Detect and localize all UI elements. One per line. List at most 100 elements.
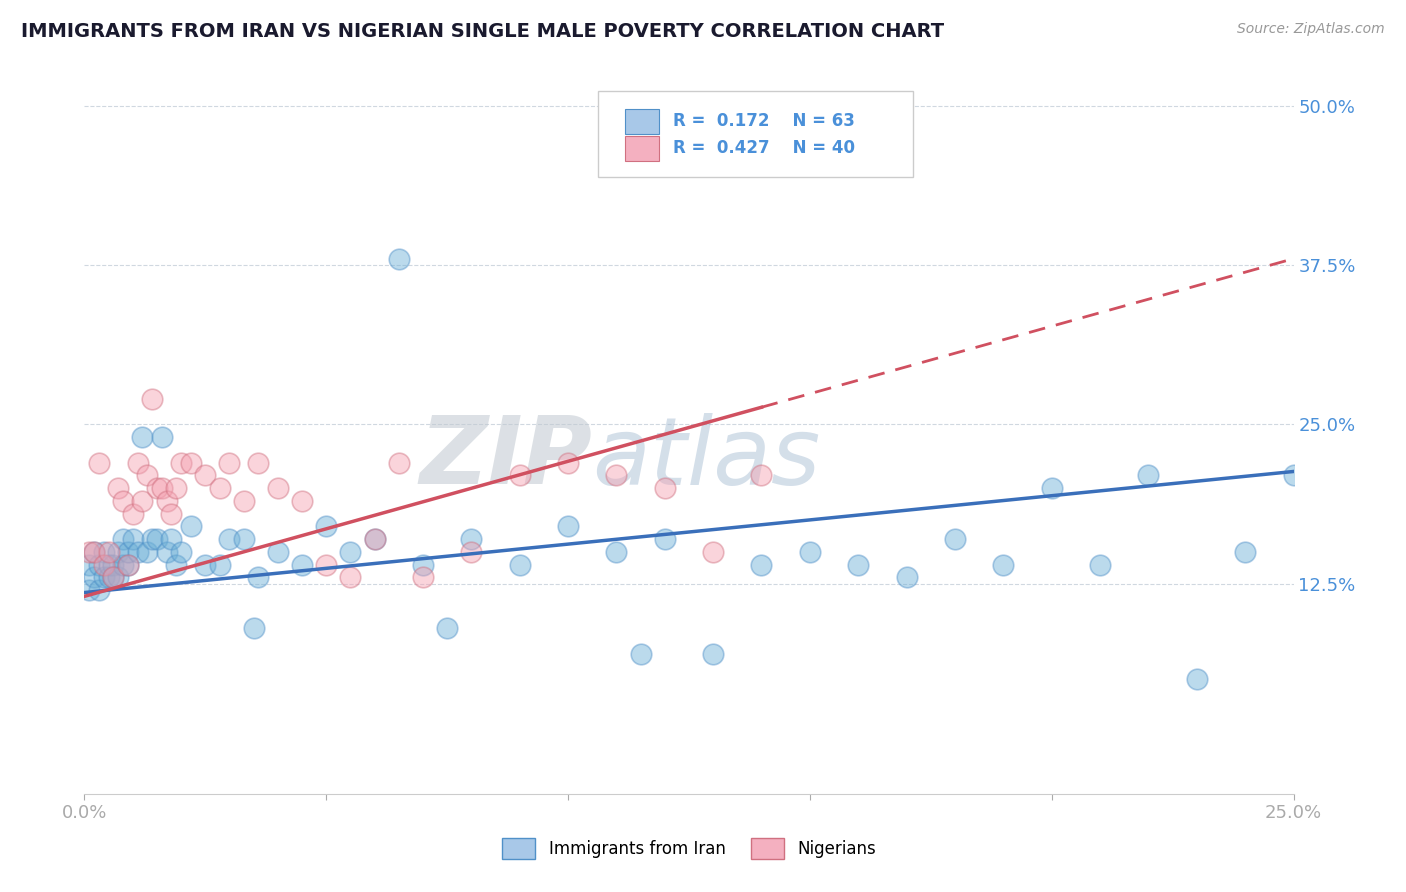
Point — [605, 545, 627, 559]
Point — [702, 647, 724, 661]
Point — [150, 481, 173, 495]
Point — [83, 570, 105, 584]
Point — [1040, 481, 1063, 495]
Point — [339, 545, 361, 559]
Point — [654, 532, 676, 546]
Point — [943, 532, 966, 546]
Point — [315, 519, 337, 533]
Point — [87, 456, 110, 470]
Point — [136, 468, 159, 483]
Point — [103, 570, 125, 584]
Point — [87, 558, 110, 572]
Legend: Immigrants from Iran, Nigerians: Immigrants from Iran, Nigerians — [495, 831, 883, 865]
Point — [131, 430, 153, 444]
Point — [509, 558, 531, 572]
Point — [103, 558, 125, 572]
FancyBboxPatch shape — [624, 109, 659, 134]
Point — [141, 532, 163, 546]
Point — [751, 468, 773, 483]
Point — [339, 570, 361, 584]
Point — [117, 558, 139, 572]
Point — [557, 456, 579, 470]
Point — [267, 545, 290, 559]
Point — [170, 456, 193, 470]
Point — [97, 545, 120, 559]
Point — [141, 392, 163, 406]
Point — [180, 456, 202, 470]
Point — [93, 545, 115, 559]
Point — [654, 481, 676, 495]
Point — [218, 532, 240, 546]
FancyBboxPatch shape — [599, 91, 912, 177]
Point — [83, 545, 105, 559]
Point — [165, 558, 187, 572]
Point — [77, 582, 100, 597]
Point — [605, 468, 627, 483]
Point — [103, 570, 125, 584]
Point — [146, 532, 169, 546]
Point — [846, 558, 869, 572]
Point — [1282, 468, 1305, 483]
Point — [218, 456, 240, 470]
Point — [121, 532, 143, 546]
Point — [412, 570, 434, 584]
Text: IMMIGRANTS FROM IRAN VS NIGERIAN SINGLE MALE POVERTY CORRELATION CHART: IMMIGRANTS FROM IRAN VS NIGERIAN SINGLE … — [21, 22, 945, 41]
Point — [363, 532, 385, 546]
Point — [247, 570, 270, 584]
Point — [180, 519, 202, 533]
Point — [233, 493, 256, 508]
Point — [1088, 558, 1111, 572]
Point — [127, 545, 149, 559]
Point — [460, 532, 482, 546]
Point — [412, 558, 434, 572]
Point — [112, 493, 135, 508]
Point — [436, 621, 458, 635]
Point — [194, 468, 217, 483]
Point — [93, 558, 115, 572]
Point — [93, 570, 115, 584]
Point — [170, 545, 193, 559]
Point — [388, 456, 411, 470]
Point — [1185, 672, 1208, 686]
Point — [557, 519, 579, 533]
Text: R =  0.172    N = 63: R = 0.172 N = 63 — [673, 112, 855, 130]
Text: R =  0.427    N = 40: R = 0.427 N = 40 — [673, 139, 855, 157]
Point — [242, 621, 264, 635]
Point — [267, 481, 290, 495]
Point — [363, 532, 385, 546]
Point — [150, 430, 173, 444]
Point — [107, 481, 129, 495]
Point — [702, 545, 724, 559]
Point — [208, 481, 231, 495]
Point — [83, 545, 105, 559]
Point — [117, 558, 139, 572]
Point — [993, 558, 1015, 572]
Point — [160, 532, 183, 546]
Point — [751, 558, 773, 572]
Point — [107, 545, 129, 559]
Point — [112, 558, 135, 572]
Text: Source: ZipAtlas.com: Source: ZipAtlas.com — [1237, 22, 1385, 37]
Point — [77, 558, 100, 572]
Point — [97, 558, 120, 572]
Point — [315, 558, 337, 572]
Point — [117, 545, 139, 559]
Point — [121, 507, 143, 521]
Point — [247, 456, 270, 470]
Point — [233, 532, 256, 546]
Point — [97, 570, 120, 584]
Point — [160, 507, 183, 521]
Point — [112, 532, 135, 546]
Point — [194, 558, 217, 572]
Point — [1234, 545, 1257, 559]
Point — [165, 481, 187, 495]
Point — [155, 545, 177, 559]
Point — [208, 558, 231, 572]
Point — [630, 647, 652, 661]
Text: ZIP: ZIP — [419, 412, 592, 505]
Point — [131, 493, 153, 508]
Point — [291, 558, 314, 572]
Point — [136, 545, 159, 559]
Point — [87, 582, 110, 597]
FancyBboxPatch shape — [624, 136, 659, 161]
